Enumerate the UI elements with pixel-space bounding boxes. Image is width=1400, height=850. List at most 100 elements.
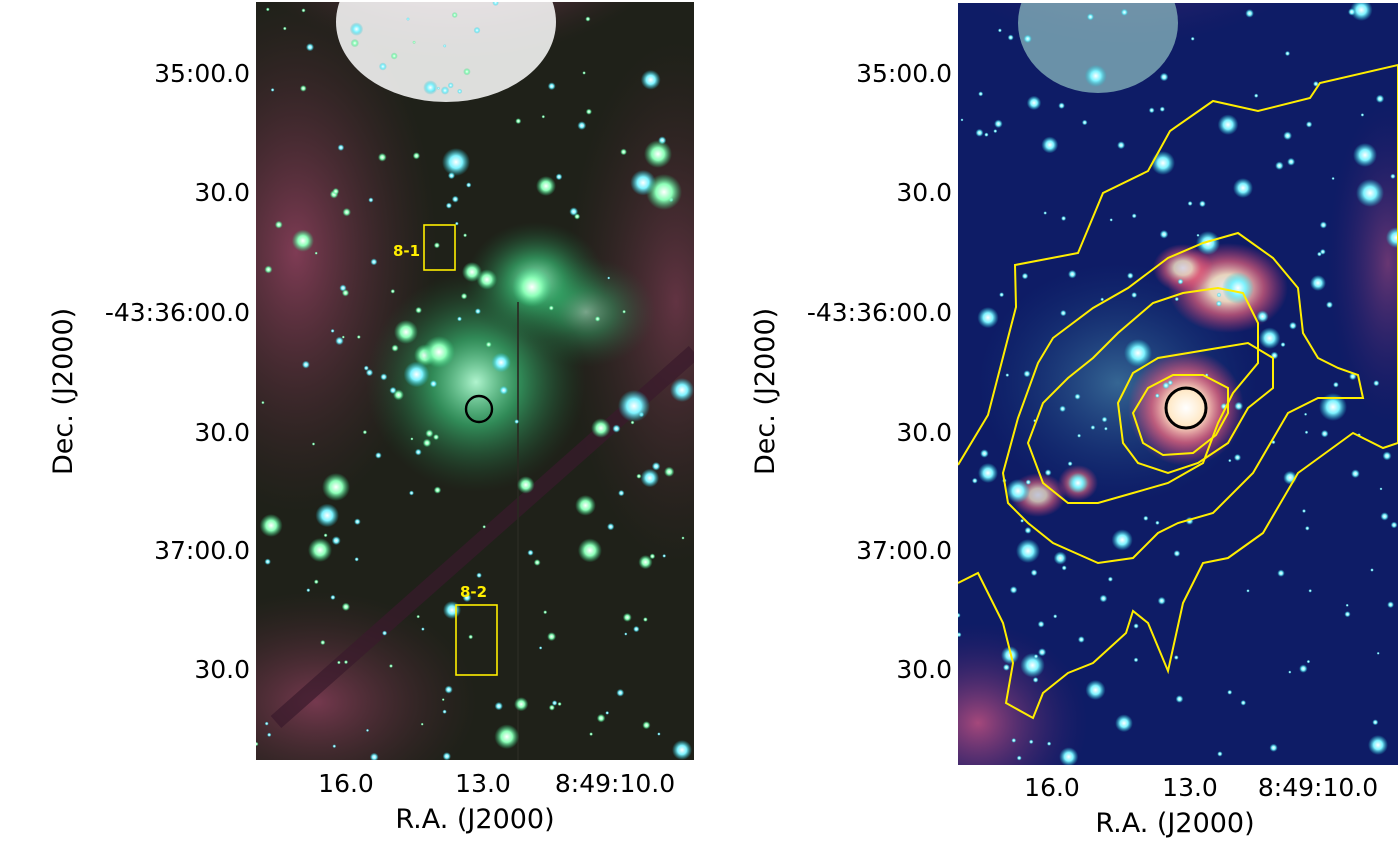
- star: [1020, 518, 1024, 523]
- star: [958, 612, 961, 618]
- star: [335, 336, 344, 346]
- star: [651, 462, 661, 471]
- star: [423, 80, 438, 95]
- star: [1023, 34, 1032, 44]
- star: [664, 466, 675, 477]
- star: [515, 118, 522, 125]
- left-ra-tick: 13.0: [455, 769, 511, 798]
- star: [337, 144, 345, 152]
- star: [612, 424, 621, 433]
- bright-star: [1068, 473, 1088, 493]
- star: [1351, 469, 1360, 479]
- star: [369, 752, 379, 760]
- contour-level-2: [1001, 231, 1365, 565]
- star: [1133, 623, 1139, 629]
- star: [1100, 297, 1105, 302]
- bright-star: [1310, 275, 1326, 291]
- left-dec-tick: 30.0: [194, 418, 250, 447]
- star: [451, 12, 458, 18]
- star: [492, 2, 499, 6]
- region-box-8-1: [423, 224, 456, 271]
- contour-level-1: [958, 63, 1398, 720]
- star: [1305, 526, 1310, 531]
- star: [569, 207, 579, 217]
- star: [984, 132, 989, 137]
- star: [514, 419, 520, 424]
- star: [416, 614, 420, 619]
- star: [1373, 380, 1380, 387]
- star: [491, 352, 511, 373]
- right-star-field: [958, 3, 1398, 765]
- star: [1376, 651, 1380, 655]
- star: [425, 429, 434, 438]
- star: [636, 473, 642, 479]
- left-ra-tick: 16.0: [318, 769, 374, 798]
- right-dec-tick: 35:00.0: [856, 59, 952, 88]
- star: [390, 52, 398, 60]
- bright-star: [536, 176, 556, 196]
- bright-star: [1356, 179, 1384, 207]
- region-label-8-2: 8-2: [460, 583, 487, 601]
- bright-star: [322, 473, 350, 501]
- star: [314, 251, 318, 255]
- bright-star: [1319, 393, 1347, 421]
- star: [1320, 429, 1329, 438]
- star: [582, 71, 586, 75]
- star: [616, 688, 625, 697]
- star: [342, 207, 351, 217]
- star: [999, 292, 1005, 298]
- star: [575, 495, 596, 516]
- right-dec-tick: -43:36:00.0: [806, 298, 952, 327]
- star: [256, 741, 259, 747]
- star: [958, 632, 962, 638]
- star: [642, 721, 651, 730]
- right-image-canvas: [958, 3, 1398, 765]
- star: [1287, 157, 1296, 166]
- star: [1269, 743, 1278, 752]
- star: [1216, 292, 1222, 298]
- star: [264, 558, 271, 565]
- star: [649, 553, 656, 560]
- star: [622, 309, 626, 314]
- intensity-contours: [958, 63, 1398, 720]
- star: [259, 514, 283, 537]
- star: [1159, 230, 1169, 239]
- star: [589, 732, 593, 736]
- star: [412, 40, 416, 44]
- star: [1305, 121, 1313, 128]
- star: [555, 173, 563, 181]
- left-color-composite-image: 8-1 8-2: [256, 2, 694, 760]
- star: [466, 182, 472, 188]
- bright-star: [423, 336, 455, 368]
- star: [1199, 200, 1206, 208]
- bright-star: [978, 463, 998, 483]
- star: [1217, 114, 1239, 135]
- star: [403, 361, 430, 388]
- star: [494, 724, 520, 750]
- star: [463, 233, 468, 238]
- star: [1077, 433, 1082, 438]
- star: [975, 128, 984, 137]
- star: [548, 305, 554, 311]
- star: [1053, 551, 1067, 565]
- star: [1228, 458, 1232, 463]
- star: [585, 108, 592, 115]
- star: [1086, 13, 1095, 21]
- star: [681, 536, 685, 540]
- star: [267, 732, 272, 737]
- star: [476, 269, 498, 290]
- star: [622, 612, 632, 622]
- star: [301, 360, 310, 369]
- right-dec-tick: 30.0: [896, 178, 952, 207]
- star: [393, 389, 404, 401]
- star: [1033, 654, 1039, 659]
- star: [633, 625, 640, 633]
- bright-star: [1353, 143, 1377, 167]
- star: [406, 17, 410, 21]
- bright-star: [308, 538, 332, 562]
- star: [1085, 680, 1106, 700]
- star: [514, 697, 529, 712]
- star: [460, 292, 468, 300]
- star: [1154, 393, 1160, 399]
- star: [282, 26, 287, 31]
